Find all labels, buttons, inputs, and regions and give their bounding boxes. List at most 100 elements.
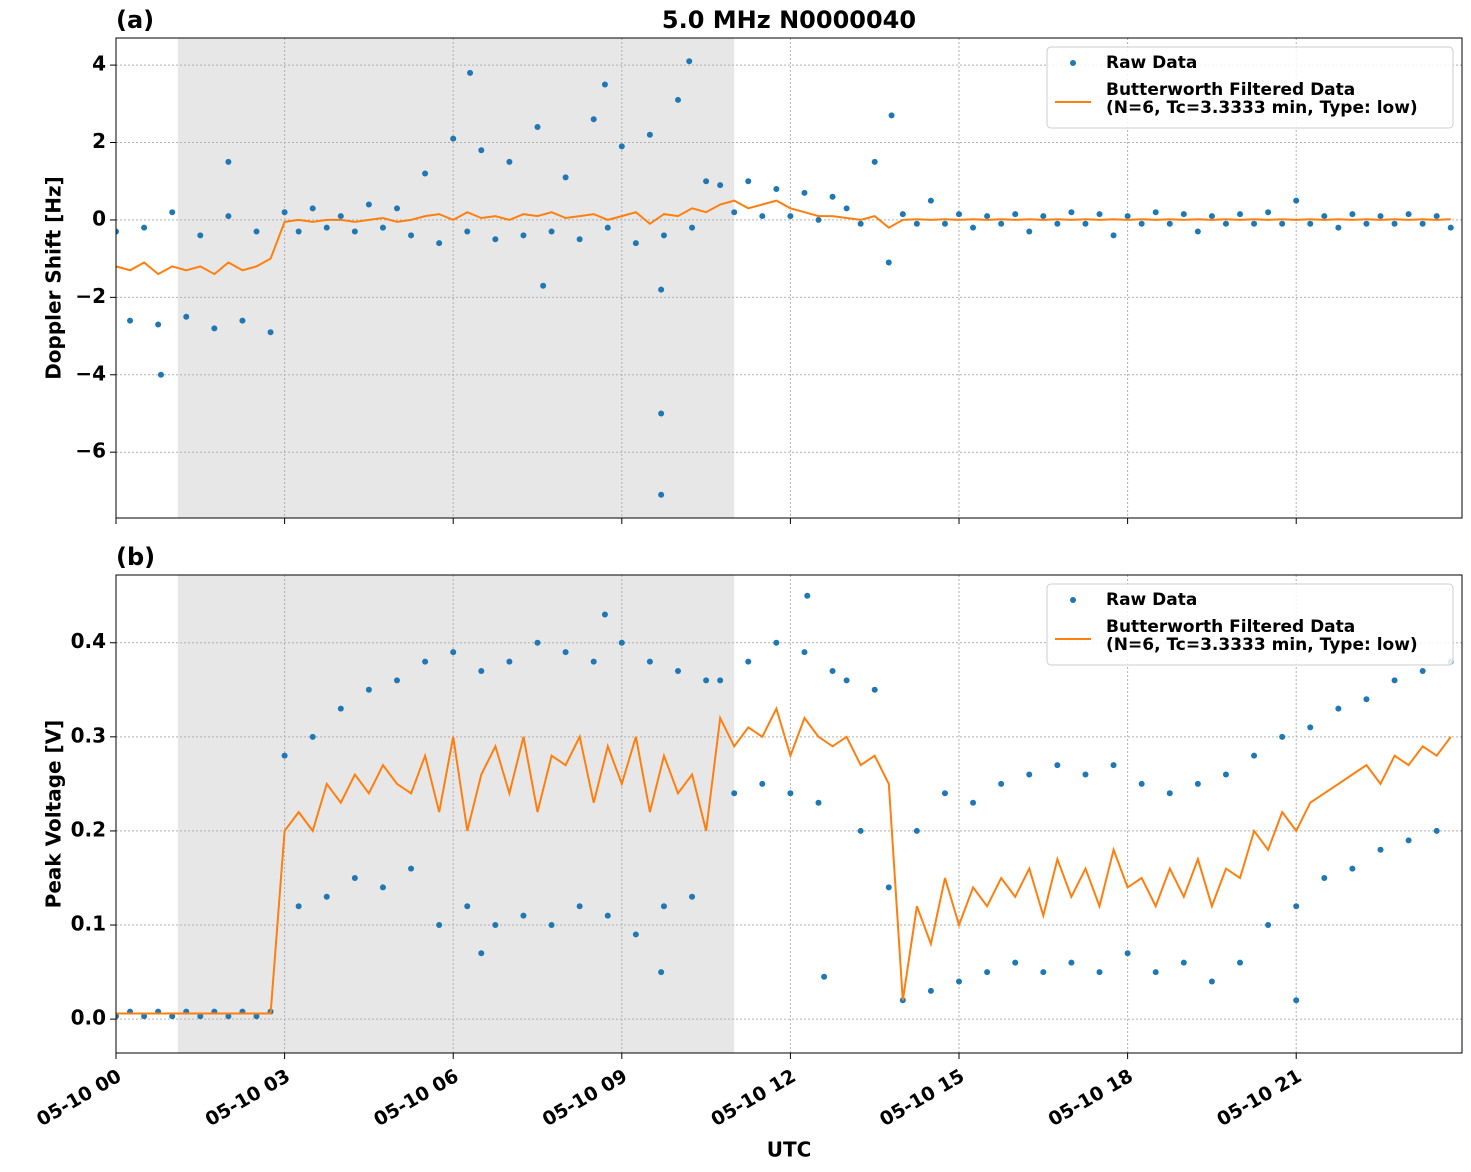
raw-point: [970, 224, 977, 231]
raw-point: [197, 1013, 204, 1020]
raw-point: [956, 978, 963, 985]
raw-point: [941, 790, 948, 797]
raw-point: [970, 799, 977, 806]
raw-point: [821, 973, 828, 980]
raw-point: [618, 639, 625, 646]
raw-point: [1405, 211, 1412, 218]
raw-point: [1265, 209, 1272, 216]
raw-point: [717, 182, 724, 189]
raw-point: [239, 317, 246, 324]
raw-point: [601, 81, 608, 88]
raw-point: [829, 667, 836, 674]
raw-point: [658, 491, 665, 498]
legend-label: Raw Data: [1106, 53, 1197, 73]
raw-point: [576, 236, 583, 243]
axes-frame: [115, 37, 1463, 519]
raw-point: [1068, 209, 1075, 216]
raw-point: [1222, 220, 1229, 227]
x-tick-label: 05-10 03: [202, 1065, 294, 1131]
raw-point: [660, 232, 667, 239]
x-tick-label: 05-10 18: [1045, 1065, 1137, 1131]
raw-point: [534, 124, 541, 131]
raw-point: [225, 213, 232, 220]
raw-point: [520, 912, 527, 919]
raw-point: [1433, 213, 1440, 220]
raw-point: [1237, 211, 1244, 218]
raw-point: [1251, 752, 1258, 759]
y-axis-label: Doppler Shift [Hz]: [42, 176, 66, 380]
raw-point: [1321, 874, 1328, 881]
raw-point: [1068, 959, 1075, 966]
raw-point: [1026, 771, 1033, 778]
raw-point: [871, 158, 878, 165]
raw-point: [141, 224, 148, 231]
raw-point: [422, 170, 429, 177]
raw-point: [717, 677, 724, 684]
raw-point: [857, 827, 864, 834]
raw-point: [351, 874, 358, 881]
raw-point: [731, 790, 738, 797]
raw-point: [467, 69, 474, 76]
x-tick-label: 05-10 06: [370, 1065, 462, 1131]
raw-point: [913, 220, 920, 227]
raw-point: [1012, 959, 1019, 966]
raw-point: [759, 213, 766, 220]
raw-point: [815, 216, 822, 223]
panel-label: (b): [116, 543, 155, 571]
legend-box: [1046, 46, 1454, 129]
raw-point: [211, 325, 218, 332]
raw-point: [1166, 220, 1173, 227]
raw-point: [379, 884, 386, 891]
raw-point: [888, 112, 895, 119]
raw-point: [646, 658, 653, 665]
raw-point: [686, 58, 693, 65]
raw-point: [1321, 213, 1328, 220]
raw-point: [1419, 220, 1426, 227]
raw-point: [590, 116, 597, 123]
raw-point: [984, 969, 991, 976]
raw-point: [1124, 950, 1131, 957]
raw-point: [1293, 997, 1300, 1004]
raw-point: [1026, 228, 1033, 235]
filtered-line: [116, 199, 1451, 276]
raw-point: [492, 236, 499, 243]
raw-point: [601, 611, 608, 618]
raw-point: [632, 931, 639, 938]
y-tick-label: −6: [75, 439, 106, 463]
raw-point: [548, 228, 555, 235]
raw-point: [422, 658, 429, 665]
shaded-span: [177, 38, 735, 518]
raw-point: [857, 220, 864, 227]
raw-point: [759, 780, 766, 787]
raw-point: [660, 903, 667, 910]
raw-point: [408, 232, 415, 239]
raw-point: [1335, 705, 1342, 712]
y-axis-label: Peak Voltage [V]: [42, 720, 66, 909]
raw-point: [365, 686, 372, 693]
legend-box: [1046, 583, 1454, 666]
raw-point: [127, 317, 134, 324]
chart-title: 5.0 MHz N0000040: [662, 6, 916, 34]
raw-point: [1377, 846, 1384, 853]
raw-point: [1124, 213, 1131, 220]
y-tick-label: 0.1: [71, 912, 106, 936]
raw-point: [1152, 209, 1159, 216]
shaded-span: [177, 575, 735, 1053]
raw-point: [1363, 696, 1370, 703]
raw-point: [787, 790, 794, 797]
raw-point: [927, 987, 934, 994]
raw-point: [843, 205, 850, 212]
raw-point: [658, 286, 665, 293]
raw-point: [1166, 790, 1173, 797]
raw-point: [745, 658, 752, 665]
raw-point: [1433, 827, 1440, 834]
raw-point: [295, 903, 302, 910]
legend-marker: [1070, 60, 1076, 66]
raw-point: [169, 209, 176, 216]
raw-point: [506, 158, 513, 165]
raw-point: [295, 228, 302, 235]
raw-point: [1012, 211, 1019, 218]
y-tick-label: −4: [75, 361, 106, 385]
raw-point: [956, 211, 963, 218]
x-tick-label: 05-10 09: [539, 1065, 631, 1131]
